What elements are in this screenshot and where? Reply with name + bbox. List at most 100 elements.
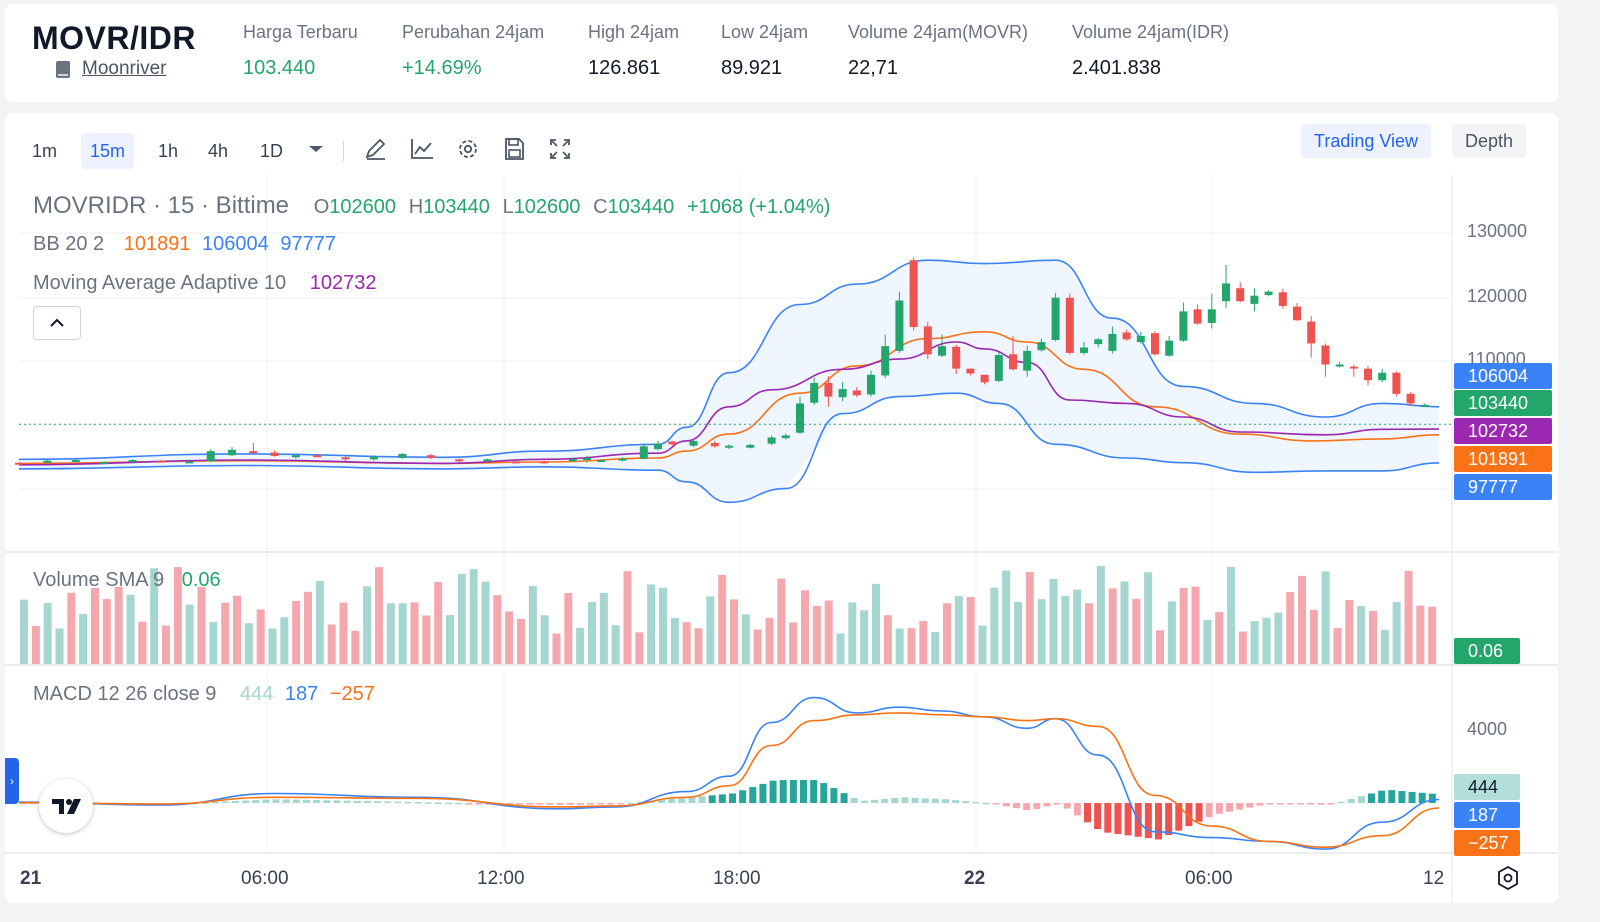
chart-panel: 1m 15m 1h 4h 1D Trading View Depth — [5, 113, 1558, 903]
ma-value: 102732 — [309, 272, 377, 294]
fullscreen-icon[interactable] — [545, 133, 575, 165]
trading-view-button[interactable]: Trading View — [1301, 124, 1432, 158]
timeframe-15m[interactable]: 15m — [81, 133, 135, 169]
indicators-icon[interactable] — [407, 133, 437, 165]
volume-bar — [114, 586, 123, 664]
macd-hist-bar — [607, 803, 615, 805]
macd-hist-bar — [942, 799, 949, 804]
candle — [838, 389, 847, 398]
ohlc-change: +1068 (+1.04%) — [686, 196, 831, 218]
save-icon[interactable] — [499, 133, 529, 165]
stat-last-price: Harga Terbaru 103.440 — [243, 22, 358, 80]
macd-hist-bar — [1398, 791, 1406, 804]
macd-hist-bar — [617, 803, 625, 805]
volume-bar — [682, 622, 691, 664]
macd-hist-bar — [810, 780, 818, 804]
macd-hist-bar — [729, 793, 736, 804]
volume-bar — [741, 614, 750, 664]
macd-hist-bar — [1246, 803, 1254, 808]
depth-button[interactable]: Depth — [1452, 124, 1527, 158]
timeframe-1h[interactable]: 1h — [158, 141, 179, 161]
candle — [1080, 347, 1088, 353]
macd-hist-bar — [546, 803, 554, 805]
bb-lower-badge: 97777 — [1454, 474, 1552, 500]
bb-band-fill — [19, 260, 1439, 503]
volume-bar — [931, 631, 940, 664]
bb-label: BB 20 2 — [33, 233, 105, 255]
chart-settings-icon[interactable] — [1493, 863, 1523, 893]
volume-bar — [765, 617, 774, 664]
volume-bar — [1085, 603, 1093, 664]
volume-bar — [860, 610, 869, 664]
pair-title: MOVR/IDR — [32, 20, 196, 56]
volume-bar — [1321, 571, 1330, 664]
macd-hist-bar — [1094, 803, 1102, 830]
candle — [426, 455, 435, 458]
candle — [668, 441, 677, 445]
pencil-icon[interactable] — [361, 133, 391, 165]
price-chart[interactable] — [5, 113, 1558, 903]
stat-volume-movr: Volume 24jam(MOVR) 22,71 — [848, 22, 1028, 80]
volume-bar — [339, 602, 348, 664]
symbol-legend: MOVRIDR · 15 · Bittime O102600 H103440 L… — [33, 192, 830, 220]
macd-hist-bar — [404, 801, 412, 804]
macd-hist-bar — [587, 803, 594, 805]
volume-bar — [1120, 581, 1129, 664]
macd-hist-bar — [800, 780, 807, 804]
macd-hist-bar — [414, 802, 422, 804]
macd-hist-bar — [992, 803, 1000, 805]
macd-hist-bar — [556, 803, 564, 805]
macd-hist-bar — [516, 803, 523, 805]
timeframe-1d[interactable]: 1D — [260, 141, 284, 161]
candle — [455, 459, 464, 462]
expand-sidebar-tab[interactable]: › — [5, 758, 19, 804]
volume-bar — [197, 586, 206, 664]
macd-hist-bar — [1114, 803, 1122, 835]
macd-hist-bar — [881, 798, 889, 804]
macd-hist-bar — [789, 780, 797, 804]
collapse-legend-button[interactable] — [33, 306, 81, 340]
settings-icon[interactable] — [453, 133, 483, 165]
volume-bar — [635, 632, 644, 664]
volume-bar — [943, 603, 951, 664]
volume-bar — [1250, 621, 1259, 664]
volume-bar — [836, 633, 845, 664]
volume-label: Volume SMA 9 — [33, 569, 165, 591]
timeframe-4h[interactable]: 4h — [208, 141, 229, 161]
macd-hist-bar — [1144, 803, 1152, 839]
tradingview-logo[interactable] — [39, 779, 93, 833]
macd-hist-bar — [1124, 803, 1132, 836]
bb-lower-line — [18, 392, 1440, 504]
volume-bar — [552, 633, 561, 664]
macd-hist-bar — [303, 799, 310, 804]
macd-hist-bar — [374, 801, 381, 804]
volume-bar — [398, 603, 407, 664]
ohlc-h-value: 103440 — [423, 196, 490, 218]
macd-hist-bar — [232, 801, 239, 804]
macd-hist-bar — [891, 798, 899, 804]
macd-hist-bar — [384, 801, 392, 804]
macd-hist-bar — [363, 801, 371, 804]
macd-hist-bar — [333, 800, 341, 804]
volume-bar — [990, 587, 999, 664]
macd-hist-bar — [526, 803, 534, 805]
candle — [923, 326, 932, 355]
stat-low: Low 24jam 89.921 — [721, 22, 808, 80]
macd-hist-bar — [1347, 798, 1355, 804]
volume-bar — [1132, 598, 1141, 664]
stat-change: Perubahan 24jam +14.69% — [402, 22, 544, 80]
chevron-down-icon[interactable] — [301, 133, 331, 165]
macd-hist-bar — [1418, 792, 1426, 804]
timeframe-1m[interactable]: 1m — [32, 141, 58, 161]
coin-link[interactable]: Moonriver — [82, 58, 167, 79]
volume-bar — [694, 628, 703, 664]
candle — [781, 435, 790, 439]
macd-hist-bar — [759, 783, 767, 804]
macd-hist-bar — [536, 803, 544, 805]
candle — [1364, 368, 1372, 381]
candle — [540, 461, 549, 464]
volume-bar — [410, 602, 419, 664]
macd-hist-bar — [1073, 803, 1081, 816]
volume-bar — [244, 623, 253, 664]
market-header: MOVR/IDR Moonriver Harga Terbaru 103.440… — [5, 4, 1558, 102]
